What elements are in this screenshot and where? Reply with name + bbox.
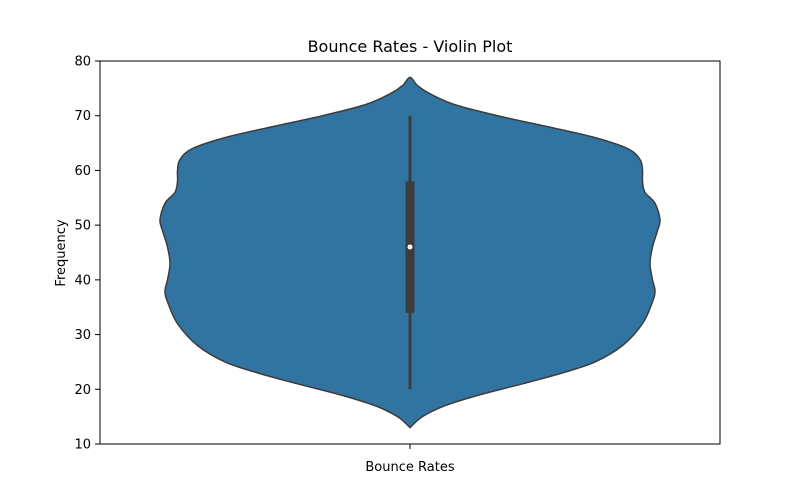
y-axis: 10 20 30 40 50 60 70 80 [74, 55, 100, 453]
y-tick-label-50: 50 [74, 219, 91, 234]
y-tick-label-10: 10 [74, 438, 91, 453]
y-tick-label-40: 40 [74, 273, 91, 288]
x-tick-label-0: Bounce Rates [365, 460, 454, 475]
x-axis: Bounce Rates [365, 444, 455, 475]
y-tick-label-20: 20 [74, 383, 91, 398]
y-tick-label-60: 60 [74, 164, 91, 179]
y-tick-label-80: 80 [74, 55, 91, 70]
y-tick-label-70: 70 [74, 109, 91, 124]
y-axis-label: Frequency [54, 219, 69, 286]
chart-title: Bounce Rates - Violin Plot [308, 37, 513, 56]
plot-area [159, 76, 661, 429]
median-marker [407, 244, 413, 250]
y-tick-label-30: 30 [74, 328, 91, 343]
